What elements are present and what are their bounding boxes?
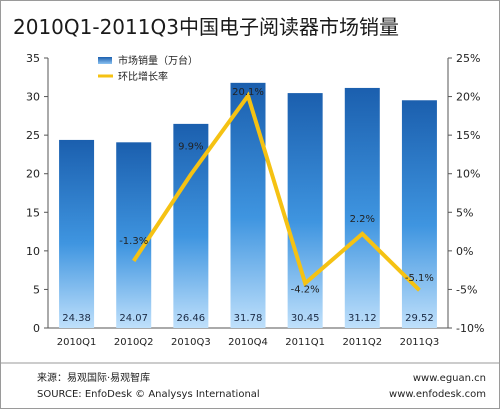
source-cn: 来源：易观国际·易观智库 bbox=[37, 371, 150, 384]
right-tick-label: 15% bbox=[456, 129, 480, 142]
right-tick-label: 10% bbox=[456, 168, 480, 181]
growth-value-label: -1.3% bbox=[119, 236, 148, 247]
category-label: 2010Q4 bbox=[228, 337, 268, 348]
bar bbox=[344, 87, 380, 328]
bar bbox=[59, 139, 95, 328]
growth-value-label: -5.1% bbox=[405, 273, 434, 284]
footer-url-2: www.enfodesk.com bbox=[389, 389, 486, 400]
growth-value-label: 20.1% bbox=[232, 87, 264, 98]
chart-title: 2010Q1-2011Q3中国电子阅读器市场销量 bbox=[13, 15, 399, 39]
growth-value-label: -4.2% bbox=[291, 284, 320, 295]
source-en: SOURCE: EnfoDesk © Analysys Internationa… bbox=[37, 389, 260, 400]
left-tick-label: 0 bbox=[33, 322, 40, 335]
bar-value-label: 29.52 bbox=[405, 313, 434, 324]
bar bbox=[401, 100, 437, 328]
bar bbox=[287, 93, 323, 328]
category-label: 2010Q1 bbox=[57, 337, 97, 348]
growth-value-label: 2.2% bbox=[350, 214, 375, 225]
right-tick-label: 25% bbox=[456, 52, 480, 65]
growth-line-series bbox=[132, 91, 421, 292]
left-tick-label: 20 bbox=[26, 168, 40, 181]
left-tick-label: 10 bbox=[26, 245, 40, 258]
legend-swatch-sales bbox=[98, 57, 112, 64]
category-label: 2010Q2 bbox=[114, 337, 154, 348]
bar-value-label: 24.38 bbox=[62, 313, 91, 324]
bar-value-label: 24.07 bbox=[119, 313, 148, 324]
right-tick-label: 0% bbox=[456, 245, 473, 258]
bar-value-label: 26.46 bbox=[177, 313, 206, 324]
bar-value-label: 31.12 bbox=[348, 313, 377, 324]
bar-value-label: 30.45 bbox=[291, 313, 320, 324]
category-label: 2010Q3 bbox=[171, 337, 211, 348]
right-tick-label: -10% bbox=[456, 322, 484, 335]
right-tick-label: 20% bbox=[456, 91, 480, 104]
category-label: 2011Q2 bbox=[342, 337, 382, 348]
axes: 0 5 10 15 20 25 30 35 -10% -5% 0% 5% 10% 15% 20% 25% 201… bbox=[26, 52, 484, 348]
legend: 市场销量（万台） 环比增长率 bbox=[98, 54, 198, 83]
legend-label-growth: 环比增长率 bbox=[118, 70, 168, 83]
bar bbox=[230, 82, 266, 328]
category-label: 2011Q3 bbox=[400, 337, 440, 348]
growth-value-label: 9.9% bbox=[178, 141, 203, 152]
left-tick-label: 15 bbox=[26, 206, 40, 219]
growth-line bbox=[132, 91, 421, 292]
left-tick-label: 35 bbox=[26, 52, 40, 65]
right-tick-label: -5% bbox=[456, 283, 477, 296]
category-label: 2011Q1 bbox=[285, 337, 325, 348]
data-labels: 24.38 24.07 26.46 31.78 30.45 31.12 29.52 -1.3%… bbox=[62, 87, 434, 324]
left-tick-label: 30 bbox=[26, 91, 40, 104]
left-tick-label: 5 bbox=[33, 283, 40, 296]
left-tick-label: 25 bbox=[26, 129, 40, 142]
bar-series bbox=[59, 82, 437, 328]
bar bbox=[116, 142, 152, 328]
legend-label-sales: 市场销量（万台） bbox=[118, 54, 198, 67]
bar-value-label: 31.78 bbox=[234, 313, 263, 324]
right-tick-label: 5% bbox=[456, 206, 473, 219]
footer-url-1: www.eguan.cn bbox=[413, 373, 486, 384]
